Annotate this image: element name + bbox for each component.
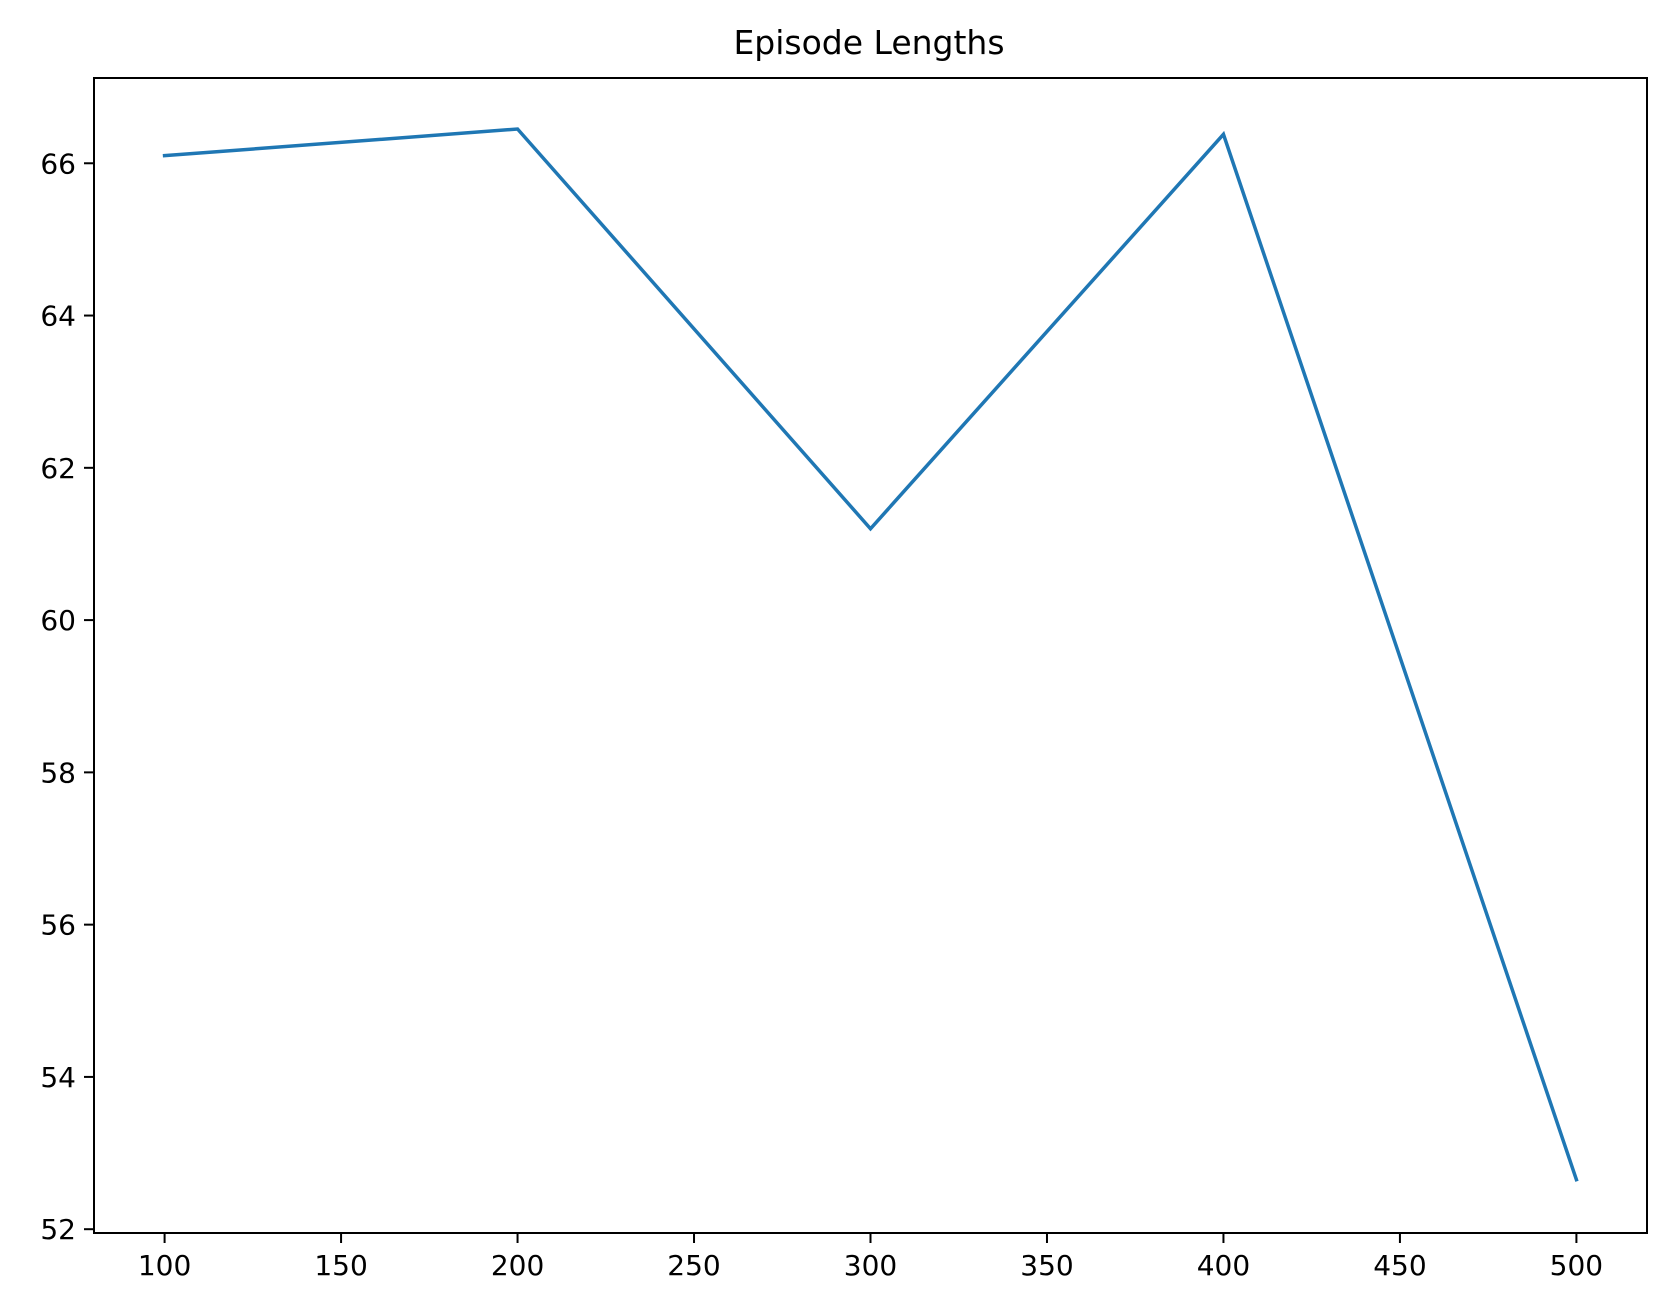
x-tick-label: 400 (1197, 1249, 1250, 1282)
y-tick-label: 58 (40, 756, 76, 789)
x-tick-label: 450 (1373, 1249, 1426, 1282)
x-tick-label: 250 (667, 1249, 720, 1282)
x-axis: 100 150 200 250 300 350 400 450 500 (138, 1233, 1603, 1282)
y-tick-label: 66 (40, 147, 76, 180)
y-tick-label: 62 (40, 452, 76, 485)
y-tick-label: 56 (40, 909, 76, 942)
y-tick-label: 52 (40, 1213, 76, 1246)
x-tick-label: 350 (1020, 1249, 1073, 1282)
x-tick-label: 150 (314, 1249, 367, 1282)
y-axis: 52 54 56 58 60 62 64 66 (40, 147, 94, 1246)
x-tick-label: 200 (491, 1249, 544, 1282)
y-tick-label: 60 (40, 604, 76, 637)
y-tick-label: 64 (40, 300, 76, 333)
series-layer (162, 127, 1579, 1182)
plot-frame (93, 77, 1648, 1234)
chart-title: Episode Lengths (733, 23, 1004, 62)
y-tick-label: 54 (40, 1061, 76, 1094)
x-tick-label: 500 (1550, 1249, 1603, 1282)
series-line-0 (162, 127, 1579, 1182)
x-tick-label: 300 (844, 1249, 897, 1282)
x-tick-label: 100 (138, 1249, 191, 1282)
